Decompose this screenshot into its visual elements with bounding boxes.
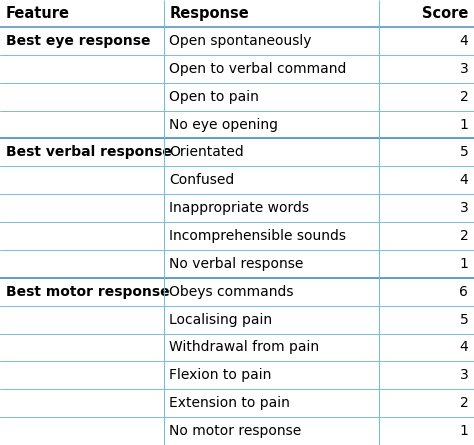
Text: Orientated: Orientated	[169, 146, 244, 159]
Text: Localising pain: Localising pain	[169, 312, 273, 327]
Text: Flexion to pain: Flexion to pain	[169, 368, 272, 382]
Text: No verbal response: No verbal response	[169, 257, 303, 271]
Text: Incomprehensible sounds: Incomprehensible sounds	[169, 229, 346, 243]
Text: 2: 2	[460, 89, 468, 104]
Text: Open to pain: Open to pain	[169, 89, 259, 104]
Text: 4: 4	[460, 34, 468, 48]
Text: 6: 6	[459, 285, 468, 299]
Text: Best motor response: Best motor response	[6, 285, 169, 299]
Text: Response: Response	[169, 6, 249, 21]
Text: Best eye response: Best eye response	[6, 34, 150, 48]
Text: 3: 3	[460, 62, 468, 76]
Text: 5: 5	[460, 146, 468, 159]
Text: Open to verbal command: Open to verbal command	[169, 62, 346, 76]
Text: Feature: Feature	[6, 6, 70, 21]
Text: Extension to pain: Extension to pain	[169, 396, 290, 410]
Text: Obeys commands: Obeys commands	[169, 285, 294, 299]
Text: Score: Score	[422, 6, 468, 21]
Text: Withdrawal from pain: Withdrawal from pain	[169, 340, 319, 355]
Text: 2: 2	[460, 396, 468, 410]
Text: 1: 1	[459, 257, 468, 271]
Text: 3: 3	[460, 368, 468, 382]
Text: No motor response: No motor response	[169, 424, 301, 438]
Text: Inappropriate words: Inappropriate words	[169, 201, 309, 215]
Text: Confused: Confused	[169, 173, 235, 187]
Text: 5: 5	[460, 312, 468, 327]
Text: 2: 2	[460, 229, 468, 243]
Text: No eye opening: No eye opening	[169, 117, 278, 132]
Text: 3: 3	[460, 201, 468, 215]
Text: 1: 1	[459, 424, 468, 438]
Text: Open spontaneously: Open spontaneously	[169, 34, 312, 48]
Text: 1: 1	[459, 117, 468, 132]
Text: 4: 4	[460, 340, 468, 355]
Text: 4: 4	[460, 173, 468, 187]
Text: Best verbal response: Best verbal response	[6, 146, 172, 159]
